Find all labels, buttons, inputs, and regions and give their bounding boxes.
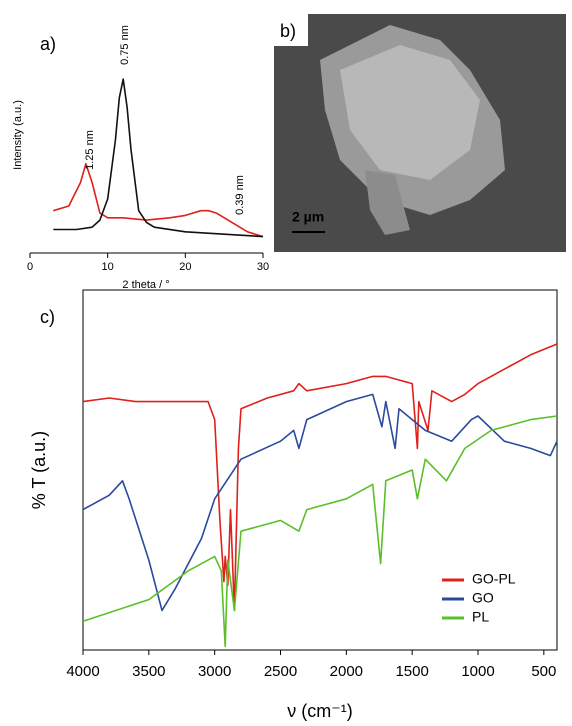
scale-bar-label: 2 µm <box>292 209 324 225</box>
legend-label: GO-PL <box>472 571 516 587</box>
panel-label: c) <box>40 307 55 327</box>
x-tick-label: 500 <box>531 663 556 680</box>
plot-frame <box>82 289 558 651</box>
x-tick-label: 10 <box>102 261 114 273</box>
x-tick-label: 4000 <box>66 663 99 680</box>
x-tick-label: 1500 <box>395 663 428 680</box>
panel-label: a) <box>40 34 56 54</box>
x-tick-label: 2000 <box>330 663 363 680</box>
annotation: 0.39 nm <box>234 175 246 215</box>
series-line <box>82 343 558 612</box>
y-axis-label: % T (a.u.) <box>29 431 49 509</box>
annotation: 1.25 nm <box>84 130 96 170</box>
flake-face <box>340 45 480 180</box>
legend-label: PL <box>472 609 489 625</box>
flake-fragment <box>365 170 410 235</box>
x-axis-label: 2 theta / ° <box>122 279 169 291</box>
y-axis-label: Intensity (a.u.) <box>12 100 24 170</box>
x-tick-label: 2500 <box>264 663 297 680</box>
x-tick-label: 3000 <box>198 663 231 680</box>
series-line <box>53 78 264 238</box>
x-axis-label: ν (cm⁻¹) <box>287 701 352 721</box>
sem-image: b) 2 µm <box>274 14 566 252</box>
x-tick-label: 0 <box>27 261 33 273</box>
x-tick-label: 1000 <box>461 663 494 680</box>
series-line <box>53 162 264 238</box>
x-tick-label: 3500 <box>132 663 165 680</box>
x-tick-label: 30 <box>257 261 269 273</box>
legend-label: GO <box>472 590 494 606</box>
panel-label: b) <box>280 21 296 41</box>
annotation: 0.75 nm <box>119 25 131 65</box>
series-line <box>82 415 558 648</box>
x-tick-label: 20 <box>179 261 191 273</box>
label-box <box>274 14 308 46</box>
